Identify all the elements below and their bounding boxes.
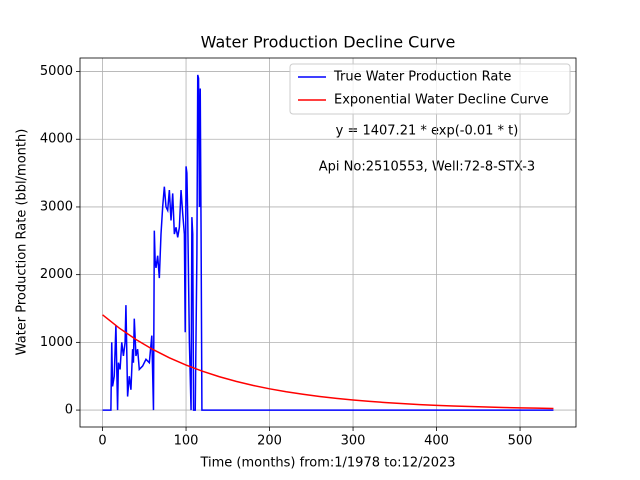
- x-tick-label: 500: [508, 434, 533, 449]
- y-tick-label: 1000: [40, 335, 73, 350]
- annotation: Api No:2510553, Well:72-8-STX-3: [319, 160, 535, 175]
- data-line: [102, 74, 554, 411]
- legend-box: [289, 63, 571, 115]
- y-tick-label: 2000: [40, 267, 73, 282]
- x-tick-label: 300: [341, 434, 366, 449]
- x-tick-label: 200: [257, 434, 282, 449]
- y-axis-label: Water Production Rate (bbl/month): [15, 129, 30, 356]
- y-tick-label: 0: [65, 403, 73, 418]
- x-tick-label: 100: [174, 434, 199, 449]
- legend-label: True Water Production Rate: [333, 70, 511, 85]
- annotation: y = 1407.21 * exp(-0.01 * t): [336, 124, 519, 139]
- x-tick-label: 0: [98, 434, 106, 449]
- y-tick-label: 4000: [40, 132, 73, 147]
- y-tick-label: 5000: [40, 64, 73, 79]
- data-line: [102, 314, 554, 410]
- chart-title: Water Production Decline Curve: [201, 33, 456, 52]
- x-axis-label: Time (months) from:1/1978 to:12/2023: [199, 456, 455, 471]
- plot-frame: [79, 57, 577, 428]
- y-tick-label: 3000: [40, 199, 73, 214]
- legend-label: Exponential Water Decline Curve: [334, 93, 549, 108]
- x-tick-label: 400: [424, 434, 449, 449]
